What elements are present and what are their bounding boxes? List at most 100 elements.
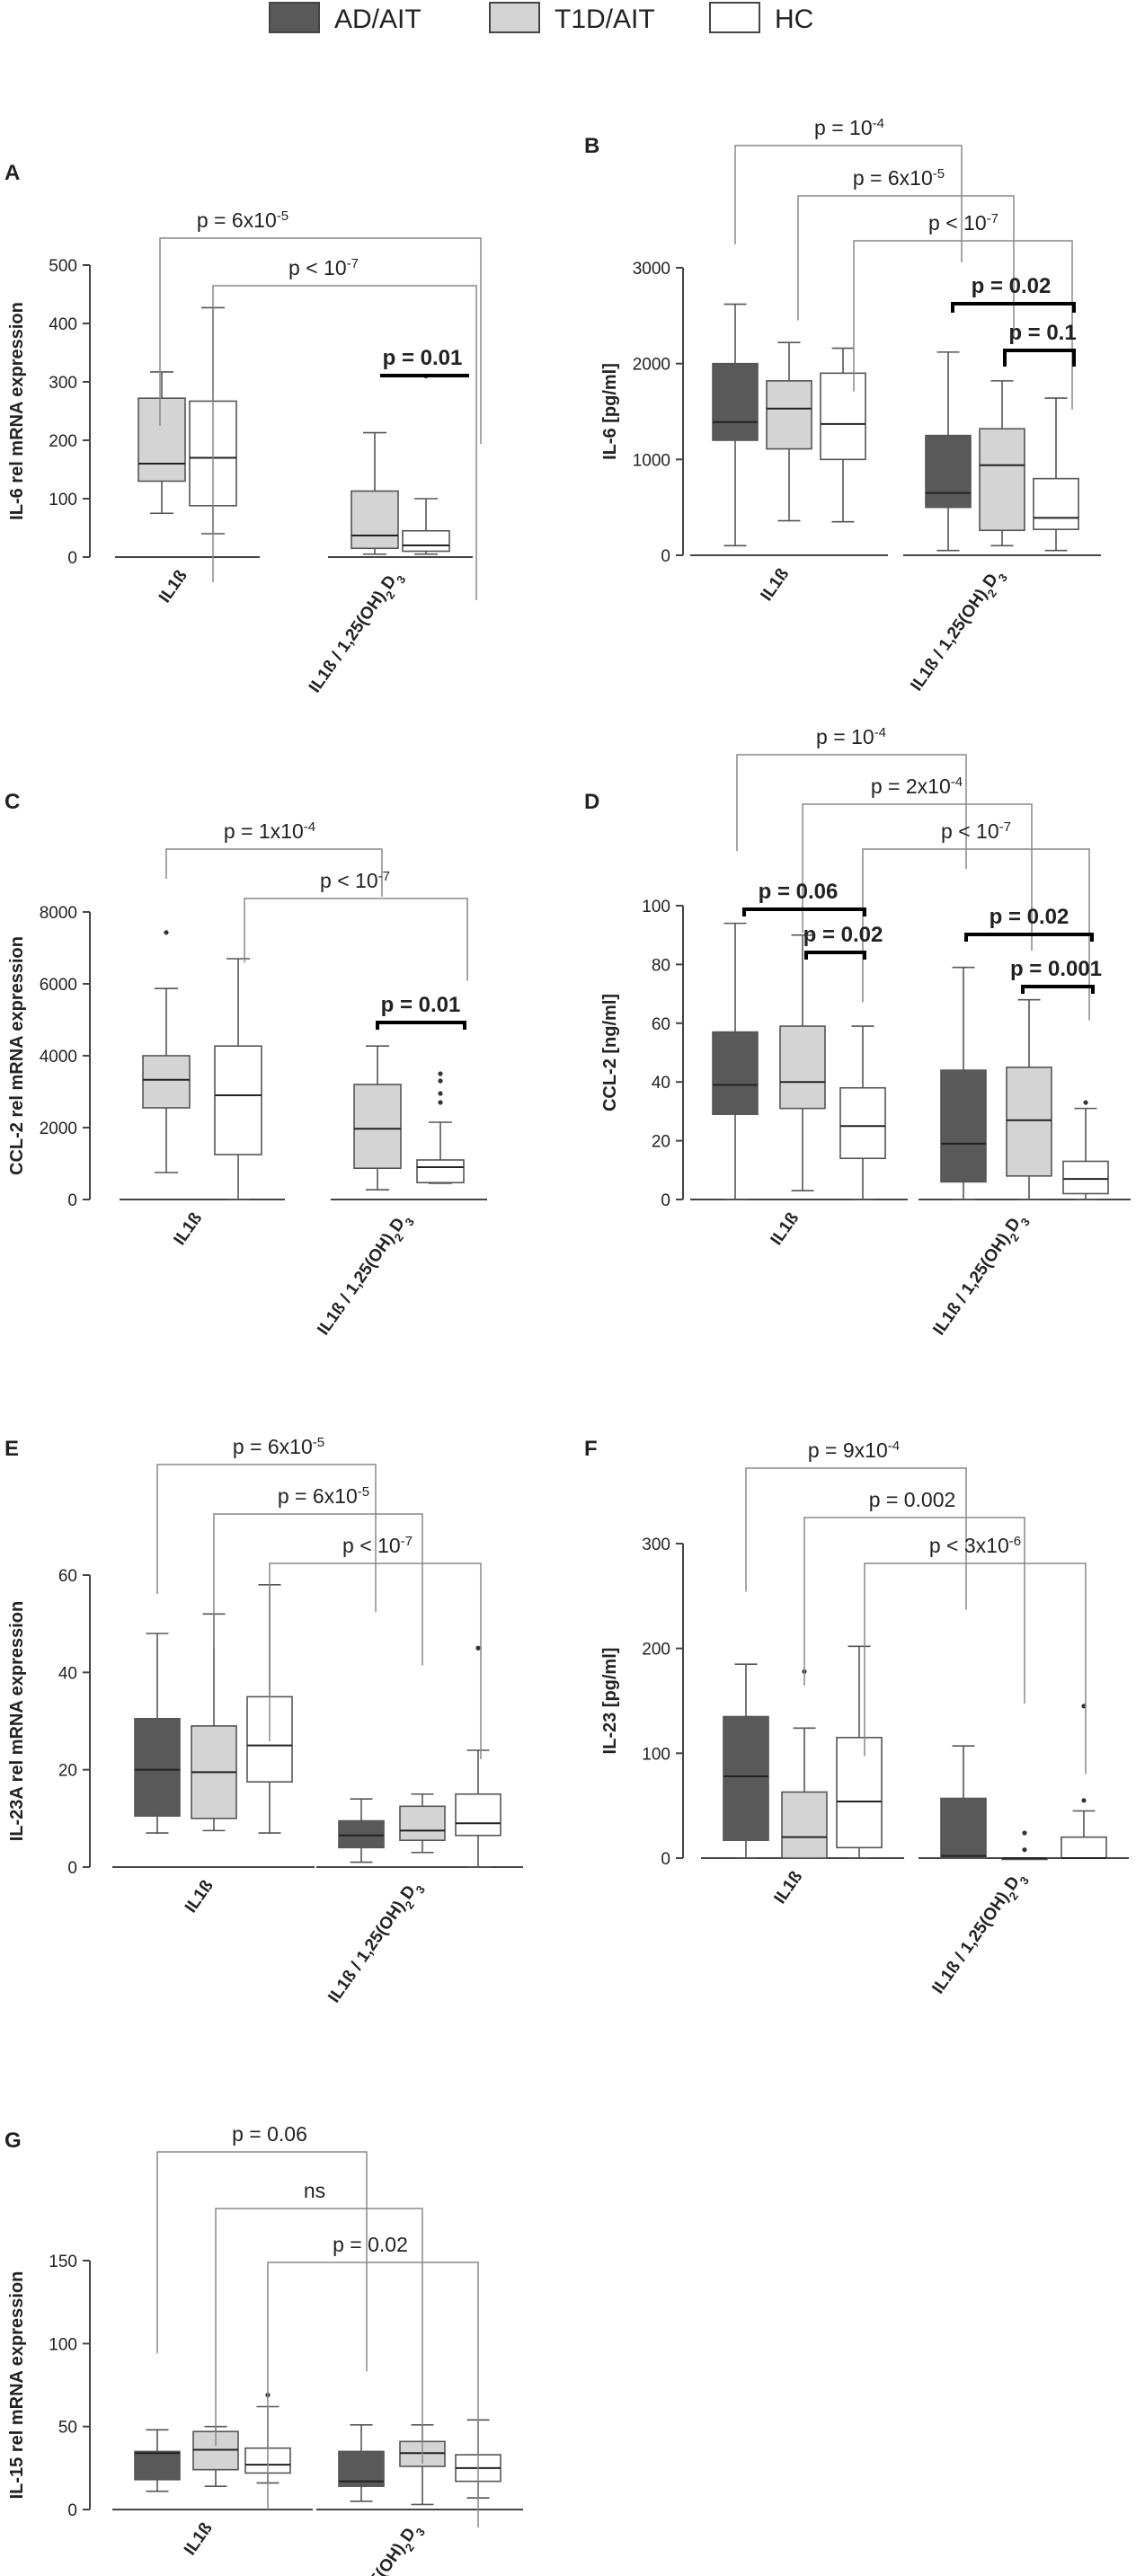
y-tick-label: 100 [49,2335,77,2354]
bracket-line [215,2208,423,2464]
significance-bracket: p = 0.1 [1003,321,1077,367]
y-tick-label: 150 [49,2253,77,2271]
y-tick-label: 50 [58,2419,77,2438]
box-iqr [712,362,759,441]
x-category-label: IL1ß / 1,25(OH)2D3 [907,565,1009,697]
p-value-label: p = 10-4 [816,725,886,749]
p-value-label: p = 0.01 [383,346,463,370]
bracket-line [951,302,1076,313]
y-tick-label: 40 [652,1074,670,1093]
y-tick-label: 100 [49,491,77,509]
box-iqr [1061,1836,1107,1859]
outlier-point [438,1091,443,1096]
bracket-line [156,2151,368,2372]
p-value-label: p < 10-7 [288,256,359,280]
bracket-line [269,1562,482,1759]
p-value-label: p = 0.01 [381,993,461,1017]
box-iqr [723,1715,769,1841]
y-tick-label: 80 [652,956,670,975]
y-axis-label: IL-6 rel mRNA expression [7,302,27,520]
y-axis-label: IL-6 [pg/ml] [600,363,620,460]
y-tick-label: 2000 [40,1120,77,1138]
box-iqr [820,372,866,461]
box-iqr [416,1159,465,1184]
box-t1d-ait [142,930,191,1173]
p-value-label: p = 6x10-5 [278,1484,369,1509]
y-tick-label: 6000 [40,976,77,995]
box-hc [1033,397,1079,552]
bracket-line [734,145,963,262]
legend-label: AD/AIT [334,4,422,34]
bracket-line [1003,349,1076,367]
box-iqr [351,490,399,550]
significance-bracket: p = 9x10-4 [745,1438,967,1610]
significance-bracket: p = 10-4 [734,116,963,262]
y-tick-label: 100 [642,1745,670,1764]
y-tick-label: 60 [58,1567,77,1586]
box-t1d-ait [766,341,812,522]
bracket-line [1021,985,1095,994]
y-axis-label: IL-23 [pg/ml] [600,1648,620,1755]
p-value-label: ns [304,2179,325,2202]
box-iqr [338,1819,385,1849]
box-iqr [766,380,812,450]
significance-bracket: p < 10-7 [269,1534,482,1759]
y-tick-label: 0 [67,1859,77,1878]
y-tick-label: 0 [67,1191,77,1210]
bracket-line [802,803,1033,951]
box-ad-ait [940,1745,987,1859]
legend-swatch [709,2,760,33]
p-value-label: p = 2x10-4 [871,775,963,799]
box-ad-ait [723,1663,769,1859]
y-tick-label: 200 [49,432,77,451]
p-value-label: p = 6x10-5 [853,166,945,190]
p-value-label: p = 0.02 [972,274,1052,298]
bracket-line [159,237,482,444]
bracket-line [213,1513,423,1666]
x-category-label: IL1ß / 1,25(OH)2D3 [314,1209,416,1341]
box-hc [820,347,866,523]
significance-bracket: p = 0.02 [267,2233,479,2527]
panel-a: A 0 100 200 300 400 500 IL-6 rel mRNA expressio… [4,161,482,696]
bracket-line [380,374,469,377]
box-ad-ait [712,303,759,547]
box-iqr [1006,1067,1052,1177]
p-value-label: p = 0.001 [1010,957,1102,981]
y-axis-label: IL-23A rel mRNA expression [7,1601,27,1842]
legend-swatch [489,2,540,33]
p-value-label: p = 6x10-5 [233,1435,324,1459]
significance-bracket: p < 3x10-6 [864,1534,1087,1775]
panel-letter: C [4,790,20,814]
y-tick-label: 20 [58,1762,77,1781]
legend-label: HC [775,4,813,34]
box-t1d-ait [191,1613,237,1832]
box-iqr [402,529,450,553]
y-tick-label: 20 [652,1133,670,1152]
box-iqr [925,434,972,509]
p-value-label: p < 10-7 [342,1534,413,1558]
panel-e: E 0 20 40 60 IL-23A rel mRNA expression IL1ß IL… [4,1435,523,2009]
significance-bracket: p = 0.02 [964,905,1094,942]
x-category-label: IL1ß / 1,25(OH)2D3 [324,1877,427,2009]
box-t1d-ait [138,371,186,515]
significance-bracket: p = 6x10-5 [797,166,1015,339]
box-iqr [1062,1160,1109,1195]
bracket-line [244,898,468,981]
panel-letter: G [4,2129,22,2153]
significance-bracket: p = 10-4 [736,725,967,870]
y-tick-label: 0 [661,1191,670,1210]
panel-g: G 0 50 100 150 IL-15 rel mRNA expression IL1ß I… [4,2122,523,2576]
p-value-label: p = 0.02 [990,905,1069,929]
box-hc [455,1645,501,1868]
x-category-label: IL1ß [767,1209,803,1249]
p-value-label: p = 0.002 [869,1488,956,1511]
box-ad-ait [338,2424,385,2502]
significance-bracket: p < 10-7 [244,869,468,981]
box-iqr [1033,477,1079,531]
box-ad-ait [712,922,759,1200]
bracket-line [797,195,1015,339]
box-t1d-ait [399,1793,446,1854]
significance-bracket: p = 0.02 [951,274,1076,313]
bracket-line [165,848,383,897]
